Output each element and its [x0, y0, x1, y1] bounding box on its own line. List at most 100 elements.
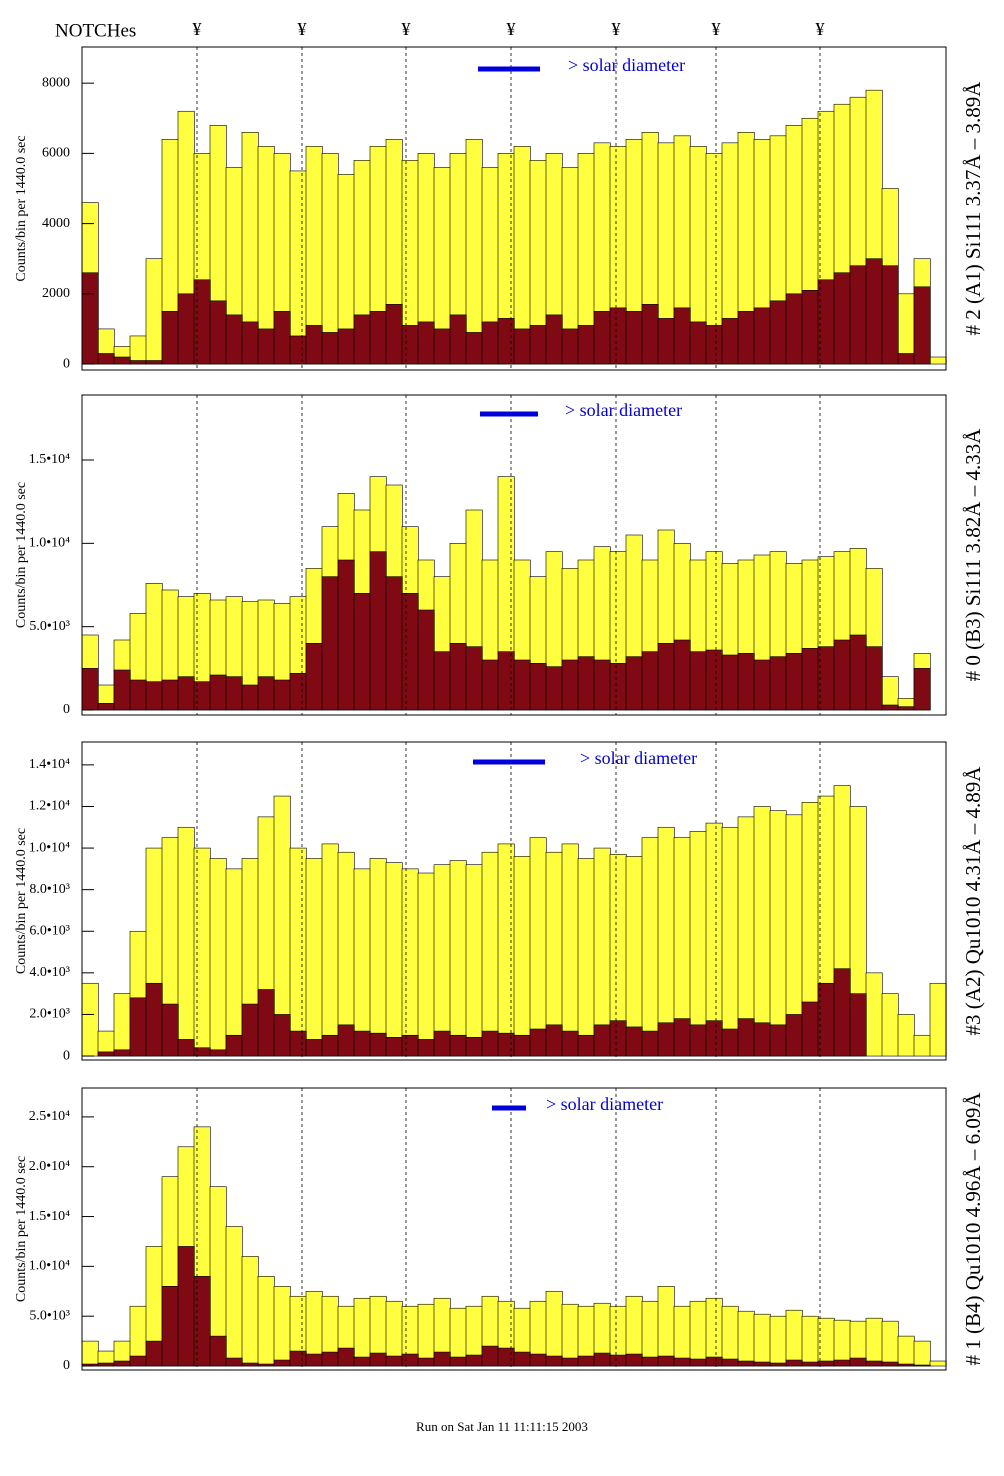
- bin-bar-core: [817, 982, 835, 1057]
- bin-bar: [113, 993, 131, 1057]
- bin-bar-core: [385, 576, 403, 711]
- bin-bar-core: [785, 1014, 803, 1057]
- bin-bar: [801, 1315, 819, 1367]
- bin-bar-core: [737, 311, 755, 365]
- bin-bar-core: [545, 666, 563, 711]
- bin-bar-core: [465, 1354, 483, 1367]
- notch-marker: ¥: [712, 19, 721, 39]
- bin-bar-core: [561, 1357, 579, 1367]
- bin-bar-core: [545, 1024, 563, 1057]
- bin-bar-core: [273, 679, 291, 711]
- bin-bar-core: [417, 609, 435, 711]
- bin-bar-core: [545, 314, 563, 365]
- bin-bar-core: [769, 656, 787, 711]
- bin-bar: [881, 993, 899, 1057]
- bin-bar-core: [737, 1018, 755, 1057]
- bin-bar-core: [193, 279, 211, 365]
- bin-bar-core: [193, 1047, 211, 1057]
- bin-bar-core: [289, 673, 307, 711]
- bin-bar-core: [353, 314, 371, 365]
- bin-bar-core: [881, 704, 899, 711]
- bin-bar-core: [865, 646, 883, 711]
- bin-bar-core: [913, 1364, 931, 1367]
- bin-bar: [721, 1305, 739, 1367]
- bin-bar-core: [881, 1361, 899, 1367]
- bin-bar-core: [609, 1020, 627, 1057]
- bin-bar-core: [465, 646, 483, 711]
- y-tick-label: 1.5•10⁴: [29, 1209, 70, 1224]
- bin-bar: [257, 1276, 275, 1367]
- bin-bar-core: [577, 1355, 595, 1367]
- bin-bar-core: [289, 1350, 307, 1367]
- bin-bar: [225, 1226, 243, 1367]
- bin-bar-core: [833, 1359, 851, 1367]
- bin-bar-core: [225, 1034, 243, 1057]
- bin-bar: [289, 170, 307, 365]
- bin-bar-core: [305, 325, 323, 365]
- bin-bar-core: [609, 307, 627, 365]
- bin-bar-core: [337, 559, 355, 711]
- bin-bar-core: [145, 1340, 163, 1367]
- panel-title: #3 (A2) Qu1010 4.31Å – 4.89Å: [961, 766, 985, 1036]
- bin-bar: [465, 864, 483, 1057]
- bin-bar-core: [657, 1022, 675, 1057]
- bin-bar-core: [353, 593, 371, 711]
- bin-bar: [481, 851, 499, 1057]
- bin-bar-core: [561, 328, 579, 365]
- bin-bar-core: [481, 1030, 499, 1057]
- bin-bar-core: [801, 648, 819, 711]
- bin-bar-core: [625, 656, 643, 711]
- bin-bar-core: [113, 356, 131, 365]
- bin-bar-core: [737, 1360, 755, 1367]
- bin-bar-core: [593, 1352, 611, 1367]
- bin-bar-core: [129, 360, 147, 365]
- plot-border: [81, 46, 947, 371]
- bin-bar-core: [705, 1356, 723, 1367]
- bin-bar: [81, 1340, 99, 1367]
- bin-bar-core: [657, 318, 675, 365]
- bin-bar: [673, 1305, 691, 1367]
- bin-bar-core: [289, 335, 307, 365]
- bin-bar-core: [689, 1358, 707, 1367]
- bin-bar-core: [449, 1034, 467, 1057]
- bin-bar-core: [721, 1028, 739, 1057]
- bin-bar-core: [673, 307, 691, 365]
- bin-bar: [513, 856, 531, 1057]
- y-tick-label: 2.0•10⁴: [29, 1159, 70, 1174]
- bin-bar: [881, 1320, 899, 1367]
- y-axis-label: Counts/bin per 1440.0 sec: [14, 1156, 29, 1302]
- bin-bar-core: [161, 679, 179, 711]
- bin-bar: [353, 1297, 371, 1367]
- bin-bar-core: [305, 643, 323, 711]
- bin-bar-core: [593, 1024, 611, 1057]
- bin-bar-core: [785, 653, 803, 711]
- bin-bar-core: [177, 676, 195, 711]
- y-tick-label: 2.0•10³: [29, 1007, 70, 1022]
- bin-bar-core: [513, 1351, 531, 1367]
- y-tick-label: 0: [63, 356, 70, 371]
- bin-bar-core: [417, 1039, 435, 1057]
- bin-bar-core: [193, 681, 211, 711]
- bin-bar: [545, 1290, 563, 1367]
- y-tick-label: 2000: [42, 286, 70, 301]
- bin-bar-core: [865, 1360, 883, 1367]
- bin-bar-core: [161, 1003, 179, 1057]
- bin-bar-core: [753, 659, 771, 711]
- bin-bar-core: [321, 576, 339, 711]
- annotation: > solar diameter: [546, 1094, 663, 1114]
- bin-bar-core: [273, 311, 291, 365]
- bin-bar-core: [641, 1030, 659, 1057]
- bin-bar: [209, 858, 227, 1057]
- bin-bar-core: [849, 1357, 867, 1367]
- bin-bar-core: [753, 1022, 771, 1057]
- bin-bar-core: [529, 1353, 547, 1367]
- bin-bar-core: [369, 311, 387, 365]
- bin-bar-core: [193, 1276, 211, 1367]
- bin-bar: [913, 1034, 931, 1057]
- bin-bar-core: [769, 1362, 787, 1367]
- bin-bar-core: [129, 997, 147, 1057]
- y-axis-label: Counts/bin per 1440.0 sec: [14, 135, 29, 281]
- bin-bar-core: [465, 1037, 483, 1057]
- bin-bar-core: [721, 1358, 739, 1367]
